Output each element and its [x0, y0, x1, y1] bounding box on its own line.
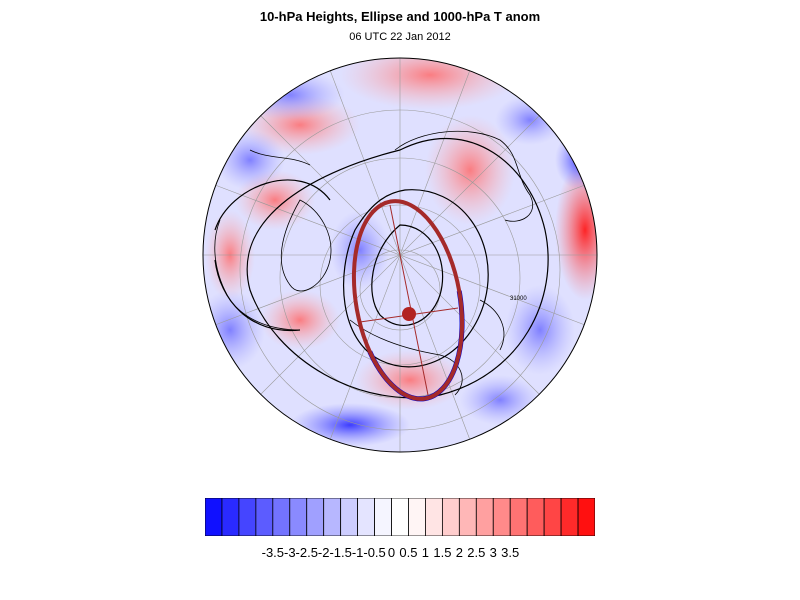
colorbar-swatch — [255, 498, 274, 536]
colorbar-swatch — [509, 498, 528, 536]
colorbar-tick-label: 1.5 — [433, 545, 452, 560]
ellipse-major-axis — [389, 204, 429, 396]
colorbar-swatch — [306, 498, 325, 536]
colorbar-swatch — [374, 498, 392, 536]
colorbar-swatch — [221, 498, 240, 536]
contour-mid — [342, 189, 489, 368]
colorbar-tick-label: -1 — [351, 545, 364, 560]
colorbar-tick-label: 1 — [421, 545, 430, 560]
contour-far — [214, 179, 331, 332]
colorbar-swatch — [238, 498, 257, 536]
colorbar-swatch — [526, 498, 545, 536]
colorbar-swatch — [560, 498, 579, 536]
colorbar-tick-label: -0.5 — [363, 545, 386, 560]
colorbar-swatch — [391, 498, 409, 536]
colorbar-swatch — [475, 498, 494, 536]
colorbar-tick-label: -2.5 — [295, 545, 318, 560]
colorbar-tick-label: -3 — [284, 545, 296, 560]
colorbar-swatch — [323, 498, 342, 536]
plot-title: 10-hPa Heights, Ellipse and 1000-hPa T a… — [259, 9, 541, 24]
plot-subtitle: 06 UTC 22 Jan 2012 — [349, 31, 451, 43]
colorbar-swatch — [205, 498, 223, 536]
colorbar-swatch — [289, 498, 308, 536]
colorbar-tick-label: -1.5 — [329, 545, 352, 560]
colorbar-tick-label: 0 — [387, 545, 396, 560]
colorbar-swatch — [408, 498, 426, 536]
colorbar-swatch — [577, 498, 595, 536]
colorbar-swatch — [357, 498, 375, 536]
colorbar-tick-label: 2 — [455, 545, 463, 560]
colorbar-tick-label: -3.5 — [261, 545, 285, 560]
colorbar-tick-label: 0.5 — [399, 545, 418, 560]
map-border — [202, 57, 598, 453]
colorbar-swatch — [458, 498, 477, 536]
colorbar-swatch — [543, 498, 562, 536]
temperature-anomaly-field — [203, 58, 597, 452]
coastlines — [214, 130, 533, 396]
colorbar-tick-label: 3.5 — [501, 545, 520, 560]
colorbar-swatch — [441, 498, 460, 536]
colorbar-tick-label: 2.5 — [467, 545, 486, 560]
colorbar-swatch — [340, 498, 359, 536]
colorbar-swatch — [492, 498, 511, 536]
colorbar-tick-label: -2 — [317, 545, 330, 560]
colorbar-tick-label: 3 — [489, 545, 497, 560]
colorbar-swatch — [425, 498, 443, 536]
contour-label: 31000 — [510, 296, 527, 302]
ellipse-center-marker — [402, 307, 416, 321]
contour-outer — [246, 138, 549, 399]
colorbar-swatches — [205, 498, 595, 536]
vortex-ellipse — [351, 199, 465, 401]
colorbar-swatch — [272, 498, 291, 536]
